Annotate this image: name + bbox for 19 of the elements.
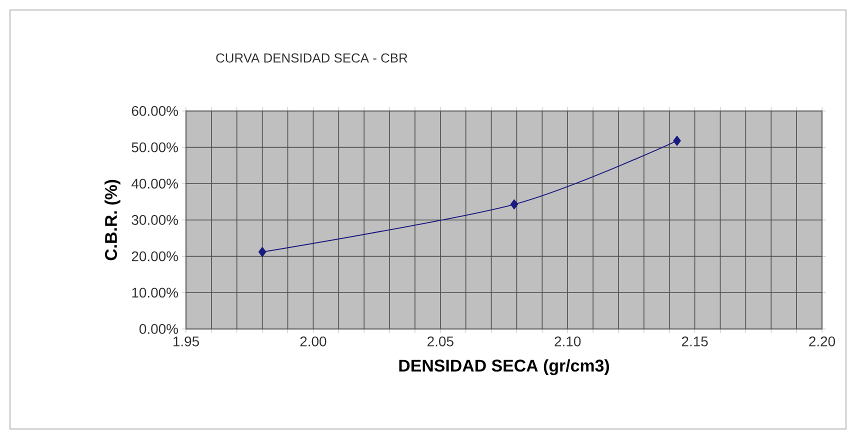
- y-axis-title: C.B.R. (%): [104, 180, 120, 260]
- y-tick-label: 20.00%: [132, 251, 178, 262]
- x-tick-label: 1.95: [174, 336, 199, 346]
- chart-title: CURVA DENSIDAD SECA - CBR: [216, 53, 408, 63]
- y-tick-label: 60.00%: [132, 106, 178, 116]
- y-tick-label: 10.00%: [132, 288, 178, 298]
- x-tick-label: 2.10: [554, 336, 581, 346]
- x-tick-label: 2.00: [300, 336, 326, 346]
- x-axis-title: DENSIDAD SECA (gr/cm3): [399, 359, 609, 376]
- x-tick-label: 2.05: [428, 336, 454, 346]
- point: [510, 199, 518, 210]
- point: [673, 136, 681, 146]
- y-tick-label: 30.00%: [132, 215, 178, 225]
- y-tick-label: 40.00%: [131, 178, 178, 189]
- point: [258, 246, 266, 257]
- y-tick-label: 50.00%: [132, 142, 178, 152]
- x-tick-label: 2.20: [809, 336, 836, 346]
- y-tick-label: 0.00%: [139, 324, 178, 334]
- x-tick-label: 2.15: [682, 336, 708, 346]
